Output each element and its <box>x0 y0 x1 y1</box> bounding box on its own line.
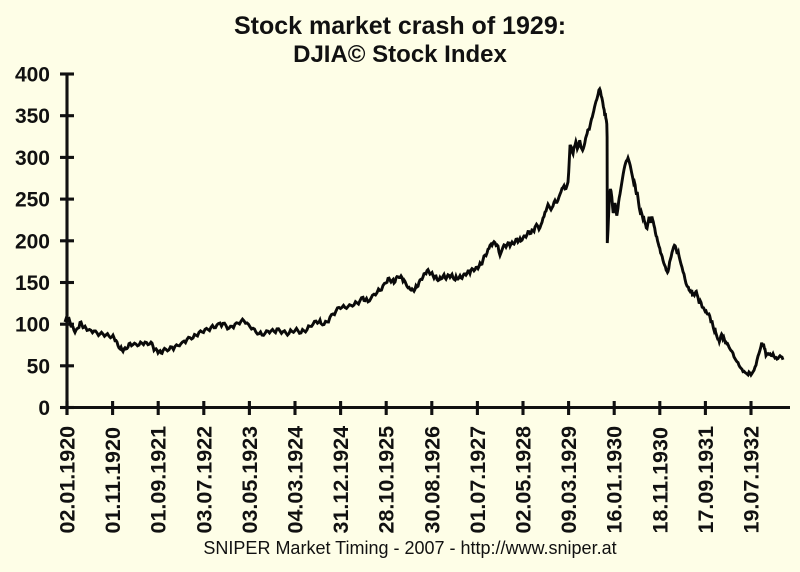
svg-text:02.01.1920: 02.01.1920 <box>56 426 80 534</box>
svg-text:01.09.1921: 01.09.1921 <box>147 426 171 534</box>
svg-text:100: 100 <box>15 314 50 337</box>
svg-text:04.03.1924: 04.03.1924 <box>284 426 308 534</box>
svg-text:31.12.1924: 31.12.1924 <box>329 426 353 534</box>
svg-text:01.07.1927: 01.07.1927 <box>466 426 490 534</box>
svg-text:350: 350 <box>15 105 50 128</box>
svg-text:16.01.1930: 16.01.1930 <box>603 426 627 534</box>
svg-text:50: 50 <box>27 355 50 378</box>
svg-text:200: 200 <box>15 230 50 253</box>
svg-text:19.07.1932: 19.07.1932 <box>740 426 764 534</box>
svg-text:300: 300 <box>15 147 50 170</box>
svg-text:400: 400 <box>15 64 50 87</box>
svg-text:03.05.1923: 03.05.1923 <box>238 426 262 534</box>
svg-text:0: 0 <box>38 397 50 420</box>
svg-text:18.11.1930: 18.11.1930 <box>648 427 672 533</box>
svg-text:30.08.1926: 30.08.1926 <box>420 426 444 534</box>
svg-text:09.03.1929: 09.03.1929 <box>557 426 581 534</box>
svg-text:SNIPER Market Timing - 2007 -: SNIPER Market Timing - 2007 - http://www… <box>203 538 616 558</box>
svg-text:250: 250 <box>15 189 50 212</box>
svg-text:02.05.1928: 02.05.1928 <box>512 426 536 534</box>
svg-text:03.07.1922: 03.07.1922 <box>192 426 216 534</box>
svg-text:01.11.1920: 01.11.1920 <box>101 427 125 533</box>
svg-text:28.10.1925: 28.10.1925 <box>375 426 399 534</box>
svg-text:Stock market crash of 1929:: Stock market crash of 1929: <box>234 12 566 40</box>
svg-text:150: 150 <box>15 272 50 295</box>
svg-text:DJIA© Stock Index: DJIA© Stock Index <box>293 41 507 68</box>
svg-text:17.09.1931: 17.09.1931 <box>694 426 718 534</box>
